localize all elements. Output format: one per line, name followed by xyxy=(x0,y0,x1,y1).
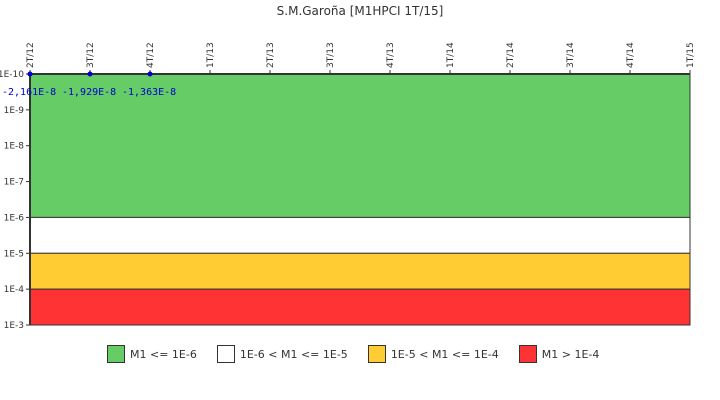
legend-item-1: 1E-6 < M1 <= 1E-5 xyxy=(216,345,348,363)
legend-swatch xyxy=(216,345,235,363)
x-tick-label: 2T/14 xyxy=(506,42,516,68)
band-1 xyxy=(29,216,691,254)
legend-swatch xyxy=(518,345,537,363)
y-tick-label: 1E-3 xyxy=(4,321,24,331)
x-tick-label: 2T/12 xyxy=(26,42,36,68)
y-tick-label: 1E-7 xyxy=(4,178,24,188)
x-tick-label: 4T/12 xyxy=(146,42,156,68)
x-tick-label: 1T/14 xyxy=(446,42,456,68)
data-label: -2,161E-8 xyxy=(2,87,56,98)
plot-frame xyxy=(29,73,690,325)
risk-bands xyxy=(29,73,691,326)
y-axis: 1E-10 1E-9 1E-8 1E-7 1E-6 1E-5 1E-4 1E-3 xyxy=(0,70,30,331)
legend-swatch xyxy=(367,345,386,363)
x-tick-label: 4T/13 xyxy=(386,42,396,68)
legend-label: 1E-6 < M1 <= 1E-5 xyxy=(239,347,348,361)
legend-item-2: 1E-5 < M1 <= 1E-4 xyxy=(367,345,499,363)
x-tick-label: 1T/15 xyxy=(686,42,696,68)
band-2 xyxy=(29,252,691,290)
x-tick-label: 3T/13 xyxy=(326,42,336,68)
y-tick-label: 1E-4 xyxy=(4,285,25,295)
legend-label: M1 > 1E-4 xyxy=(541,347,600,361)
legend-item-0: M1 <= 1E-6 xyxy=(107,345,197,363)
x-tick-label: 3T/12 xyxy=(86,42,96,68)
data-label: -1,929E-8 xyxy=(62,87,116,98)
x-tick-label: 1T/13 xyxy=(206,42,216,68)
band-0 xyxy=(29,73,691,218)
legend-label: M1 <= 1E-6 xyxy=(130,347,197,361)
legend-swatch xyxy=(107,345,125,363)
y-tick-label: 1E-9 xyxy=(4,106,25,116)
x-tick-label: 4T/14 xyxy=(626,42,636,68)
x-tick-label: 3T/14 xyxy=(566,42,576,68)
legend-item-3: M1 > 1E-4 xyxy=(518,345,600,363)
y-tick-label: 1E-6 xyxy=(4,213,25,223)
band-3 xyxy=(29,288,691,326)
chart-title: S.M.Garoña [M1HPCI 1T/15] xyxy=(277,4,444,18)
data-series: -2,161E-8 -1,929E-8 -1,363E-8 xyxy=(2,71,176,98)
data-point xyxy=(87,71,93,77)
data-label: -1,363E-8 xyxy=(122,87,176,98)
data-point xyxy=(27,71,33,77)
x-tick-label: 2T/13 xyxy=(266,42,276,68)
y-tick-label: 1E-10 xyxy=(0,70,24,80)
data-point xyxy=(147,71,153,77)
y-tick-label: 1E-5 xyxy=(4,249,24,259)
legend: M1 <= 1E-6 1E-6 < M1 <= 1E-5 1E-5 < M1 <= … xyxy=(107,345,619,363)
legend-label: 1E-5 < M1 <= 1E-4 xyxy=(390,347,499,361)
y-tick-label: 1E-8 xyxy=(4,142,25,152)
x-axis: 2T/12 3T/12 4T/12 1T/13 2T/13 3T/13 4T/13 1T/14… xyxy=(26,42,696,74)
